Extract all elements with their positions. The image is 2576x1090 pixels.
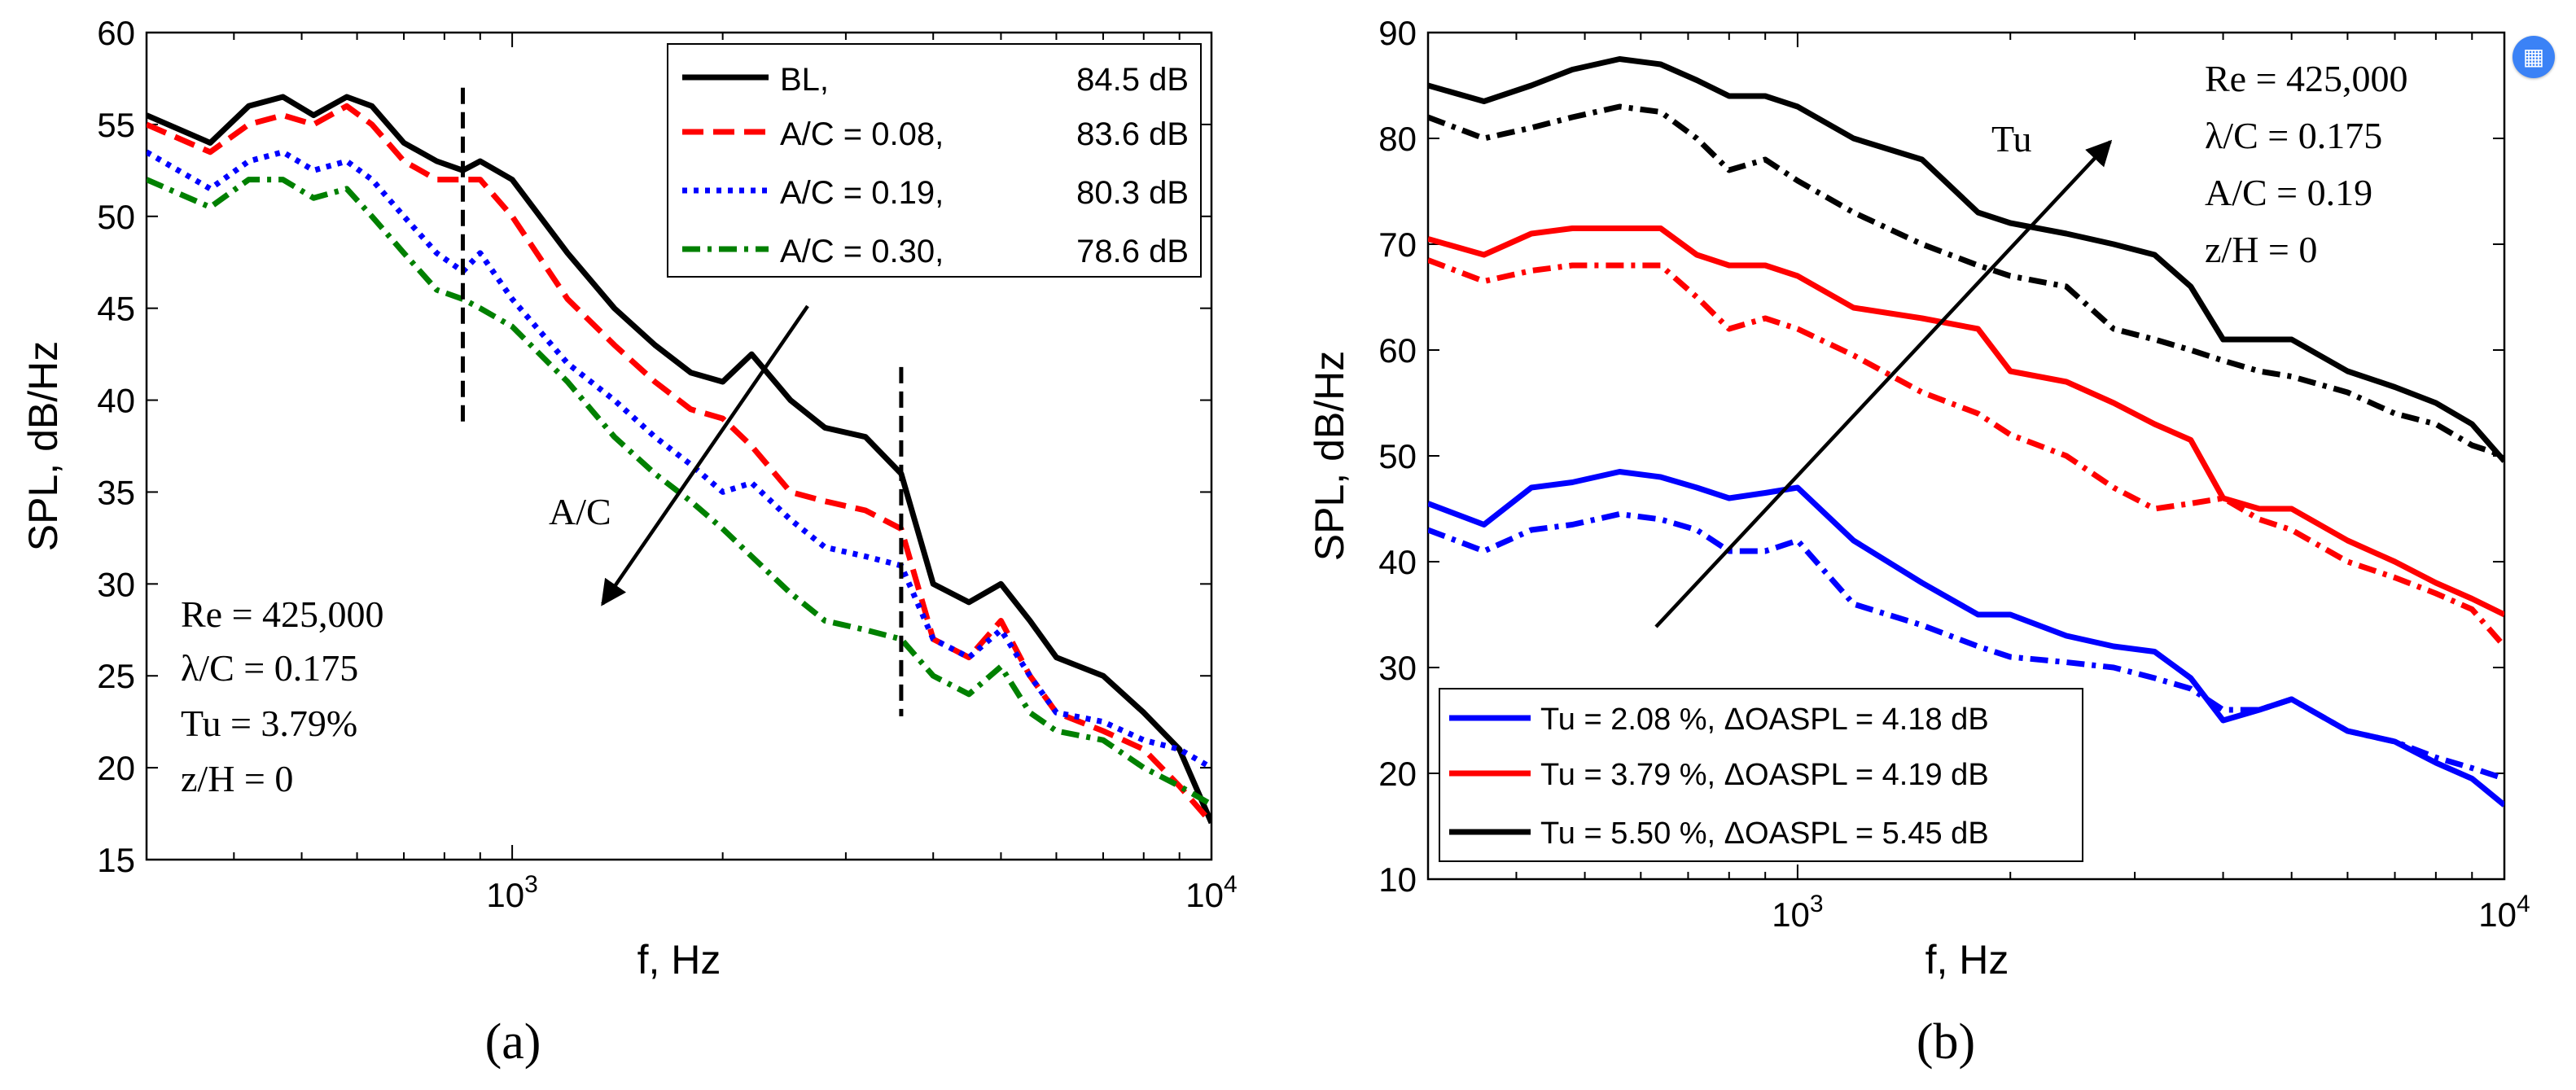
param-b-2: A/C = 0.19 bbox=[2205, 172, 2372, 213]
param-a-1: λ/C = 0.175 bbox=[181, 647, 358, 689]
legend-b-label-2: Tu = 5.50 %, ΔOASPL = 5.45 dB bbox=[1540, 816, 1989, 851]
y-tick-label: 30 bbox=[1378, 649, 1417, 687]
y-tick-label: 25 bbox=[97, 657, 135, 695]
badge-glyph: ▦ bbox=[2522, 43, 2545, 70]
series-line-a-c-0-30 bbox=[147, 177, 1211, 808]
y-tick-label: 60 bbox=[97, 14, 135, 52]
axis-ticks-a: 15 20 25 30 35 40 45 50 55 60 103 104 bbox=[97, 14, 1237, 914]
param-b-1: λ/C = 0.175 bbox=[2205, 115, 2382, 156]
chart-panel-a: 15 20 25 30 35 40 45 50 55 60 103 104 BL, A/C = 0.0… bbox=[20, 14, 1238, 1070]
y-tick-label: 80 bbox=[1378, 120, 1417, 158]
trend-arrow-a bbox=[601, 304, 809, 606]
legend-b: Tu = 2.08 %, ΔOASPL = 4.18 dB Tu = 3.79 … bbox=[1439, 688, 2083, 862]
series-group-a bbox=[147, 94, 1211, 825]
legend-a-value-1: 83.6 dB bbox=[1076, 116, 1189, 152]
x-axis-label-b: f, Hz bbox=[1925, 937, 2009, 983]
series-line-tu-3-79-dash-dot bbox=[1428, 257, 2504, 649]
legend-a-label-0: BL, bbox=[780, 62, 829, 98]
y-tick-label: 50 bbox=[1378, 437, 1417, 475]
axis-ticks-b: 10 20 30 40 50 60 70 80 90 103 104 bbox=[1378, 14, 2530, 934]
param-a-3: z/H = 0 bbox=[181, 758, 293, 799]
legend-a-value-2: 80.3 dB bbox=[1076, 175, 1189, 211]
chart-panel-b: 10 20 30 40 50 60 70 80 90 103 104 Tu = 2.08 %, ΔO… bbox=[1307, 14, 2530, 1070]
caption-a: (a) bbox=[485, 1014, 541, 1070]
caption-b: (b) bbox=[1917, 1014, 1975, 1070]
y-tick-label: 10 bbox=[1378, 860, 1417, 899]
legend-b-label-1: Tu = 3.79 %, ΔOASPL = 4.19 dB bbox=[1540, 758, 1989, 792]
x-tick-label: 103 bbox=[1772, 891, 1823, 934]
y-tick-label: 35 bbox=[97, 473, 135, 511]
y-axis-label-a: SPL, dB/Hz bbox=[20, 341, 66, 551]
caption-a-text: (a) bbox=[485, 1014, 541, 1070]
series-line-tu-3-79-solid bbox=[1428, 225, 2504, 618]
y-tick-label: 45 bbox=[97, 290, 135, 328]
x-tick-label: 103 bbox=[486, 871, 537, 914]
dashed-markers-a bbox=[460, 87, 904, 716]
legend-a-value-0: 84.5 dB bbox=[1076, 62, 1189, 98]
param-a-0: Re = 425,000 bbox=[181, 593, 384, 635]
series-line-tu-5-50-solid bbox=[1428, 56, 2504, 463]
legend-a: BL, A/C = 0.08, A/C = 0.19, A/C = 0.30, … bbox=[667, 43, 1202, 278]
param-b-0: Re = 425,000 bbox=[2205, 58, 2408, 99]
legend-box-a bbox=[667, 43, 1202, 278]
y-tick-label: 55 bbox=[97, 106, 135, 144]
series-group-b bbox=[1428, 56, 2504, 808]
y-tick-label: 60 bbox=[1378, 331, 1417, 370]
params-a: Re = 425,000 λ/C = 0.175 Tu = 3.79% z/H … bbox=[181, 593, 384, 799]
legend-a-label-2: A/C = 0.19, bbox=[780, 175, 944, 211]
y-tick-label: 50 bbox=[97, 198, 135, 236]
y-tick-label: 30 bbox=[97, 565, 135, 603]
y-tick-label: 20 bbox=[97, 749, 135, 787]
series-line-a-c-0-19 bbox=[147, 149, 1211, 771]
legend-a-value-3: 78.6 dB bbox=[1076, 234, 1189, 269]
trend-arrow-b bbox=[1654, 139, 2113, 628]
legend-b-label-0: Tu = 2.08 %, ΔOASPL = 4.18 dB bbox=[1540, 703, 1989, 737]
caption-b-text: (b) bbox=[1917, 1014, 1975, 1070]
legend-a-label-1: A/C = 0.08, bbox=[780, 116, 944, 152]
y-axis-label-b: SPL, dB/Hz bbox=[1307, 351, 1352, 561]
series-line-tu-5-50-dash-dot bbox=[1428, 103, 2504, 459]
y-tick-label: 90 bbox=[1378, 14, 1417, 52]
y-tick-label: 15 bbox=[97, 841, 135, 879]
y-tick-label: 40 bbox=[1378, 543, 1417, 581]
y-tick-label: 20 bbox=[1378, 755, 1417, 793]
calendar-share-icon[interactable]: ▦ bbox=[2512, 36, 2555, 78]
x-tick-label: 104 bbox=[2478, 891, 2530, 934]
series-line-bl bbox=[147, 94, 1211, 825]
param-a-2: Tu = 3.79% bbox=[181, 703, 357, 744]
params-b: Re = 425,000 λ/C = 0.175 A/C = 0.19 z/H … bbox=[2205, 58, 2408, 270]
legend-box-b bbox=[1439, 688, 2083, 862]
arrow-label-b: Tu bbox=[1991, 118, 2031, 160]
x-axis-label-a: f, Hz bbox=[637, 937, 721, 983]
y-tick-label: 40 bbox=[97, 382, 135, 420]
y-tick-label: 70 bbox=[1378, 225, 1417, 264]
param-b-3: z/H = 0 bbox=[2205, 229, 2317, 270]
series-line-tu-2-08-solid bbox=[1428, 469, 2504, 808]
arrow-label-a: A/C bbox=[549, 491, 611, 532]
legend-a-label-3: A/C = 0.30, bbox=[780, 234, 944, 269]
x-tick-label: 104 bbox=[1185, 871, 1237, 914]
